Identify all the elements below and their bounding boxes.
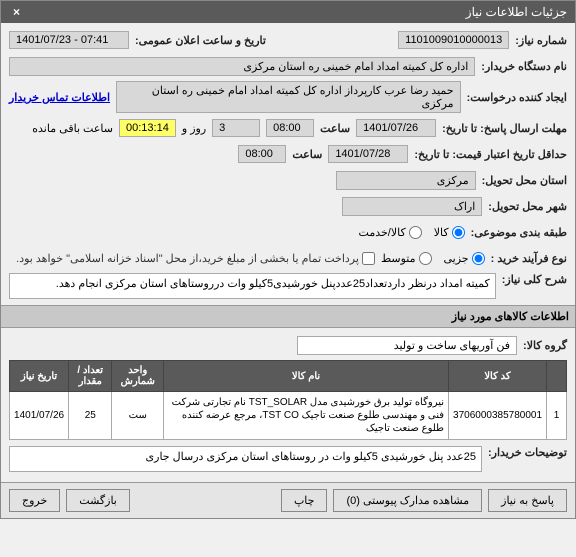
table-row[interactable]: 1 3706000385780001 نیروگاه تولید برق خور… xyxy=(10,392,567,440)
col-qty: تعداد / مقدار xyxy=(69,361,112,392)
goods-group-label: گروه کالا: xyxy=(523,339,567,352)
validity-label: حداقل تاریخ اعتبار قیمت: تا تاریخ: xyxy=(414,148,567,161)
province-value: مرکزی xyxy=(336,171,476,190)
deadline-time-label: ساعت xyxy=(320,122,350,135)
purchase-small-option[interactable]: جزیی xyxy=(444,252,485,265)
deadline-time: 08:00 xyxy=(266,119,314,137)
buyer-org-label: نام دستگاه خریدار: xyxy=(481,60,567,73)
col-code: کد کالا xyxy=(449,361,547,392)
footer-bar: پاسخ به نیاز مشاهده مدارک پیوستی (0) چاپ… xyxy=(1,482,575,518)
purchase-small-radio[interactable] xyxy=(472,252,485,265)
announce-datetime-label: تاریخ و ساعت اعلان عمومی: xyxy=(135,34,266,47)
deadline-date: 1401/07/26 xyxy=(356,119,436,137)
col-unit: واحد شمارش xyxy=(112,361,164,392)
countdown-timer: 00:13:14 xyxy=(119,119,176,137)
attachments-button[interactable]: مشاهده مدارک پیوستی (0) xyxy=(333,489,482,512)
city-value: اراک xyxy=(342,197,482,216)
creator-value: حمید رضا عرب کارپرداز اداره کل کمیته امد… xyxy=(116,81,461,113)
buyer-contact-link[interactable]: اطلاعات تماس خریدار xyxy=(9,91,110,104)
purchase-type-label: نوع فرآیند خرید : xyxy=(491,252,567,265)
need-number-value: 1101009010000013 xyxy=(398,31,509,49)
days-label: روز و xyxy=(182,122,206,135)
creator-label: ایجاد کننده درخواست: xyxy=(467,91,567,104)
col-name: نام کالا xyxy=(164,361,449,392)
province-label: استان محل تحویل: xyxy=(482,174,567,187)
col-date: تاریخ نیاز xyxy=(10,361,69,392)
category-goods-radio[interactable] xyxy=(452,226,465,239)
buyer-org-value: اداره کل کمیته امداد امام خمینی ره استان… xyxy=(9,57,475,76)
cell-name: نیروگاه تولید برق خورشیدی مدل TST_SOLAR … xyxy=(164,392,449,440)
print-button[interactable]: چاپ xyxy=(281,489,328,512)
buyer-note-label: توضیحات خریدار: xyxy=(488,446,567,459)
col-index xyxy=(547,361,567,392)
validity-time: 08:00 xyxy=(238,145,286,163)
treasury-option[interactable]: پرداخت تمام یا بخشی از مبلغ خرید،از محل … xyxy=(16,252,375,265)
reply-button[interactable]: پاسخ به نیاز xyxy=(488,489,567,512)
category-label: طبقه بندی موضوعی: xyxy=(471,226,567,239)
category-goods-option[interactable]: کالا xyxy=(434,226,465,239)
days-remaining: 3 xyxy=(212,119,260,137)
buyer-note-text: 25عدد پنل خورشیدی 5کیلو وات در روستاهای … xyxy=(9,446,482,472)
category-radio-group: کالا کالا/خدمت xyxy=(359,226,465,239)
cell-index: 1 xyxy=(547,392,567,440)
cell-qty: 25 xyxy=(69,392,112,440)
close-icon[interactable]: × xyxy=(9,5,24,19)
validity-date: 1401/07/28 xyxy=(328,145,408,163)
deadline-label: مهلت ارسال پاسخ: تا تاریخ: xyxy=(442,122,567,135)
treasury-check-group: پرداخت تمام یا بخشی از مبلغ خرید،از محل … xyxy=(16,252,375,265)
purchase-medium-radio[interactable] xyxy=(419,252,432,265)
cell-date: 1401/07/26 xyxy=(10,392,69,440)
remaining-label: ساعت باقی مانده xyxy=(32,122,113,135)
cell-unit: ست xyxy=(112,392,164,440)
purchase-radio-group: جزیی متوسط xyxy=(381,252,485,265)
city-label: شهر محل تحویل: xyxy=(488,200,567,213)
table-header-row: کد کالا نام کالا واحد شمارش تعداد / مقدا… xyxy=(10,361,567,392)
category-service-option[interactable]: کالا/خدمت xyxy=(359,226,422,239)
description-label: شرح کلی نیاز: xyxy=(502,273,567,286)
purchase-medium-option[interactable]: متوسط xyxy=(381,252,432,265)
goods-section-header: اطلاعات کالاهای مورد نیاز xyxy=(1,305,575,328)
exit-button[interactable]: خروج xyxy=(9,489,60,512)
announce-datetime-value: 1401/07/23 - 07:41 xyxy=(9,31,129,49)
validity-time-label: ساعت xyxy=(292,148,322,161)
goods-group-value: فن آوریهای ساخت و تولید xyxy=(297,336,517,355)
back-button[interactable]: بازگشت xyxy=(66,489,130,512)
goods-table: کد کالا نام کالا واحد شمارش تعداد / مقدا… xyxy=(9,360,567,440)
cell-code: 3706000385780001 xyxy=(449,392,547,440)
treasury-checkbox[interactable] xyxy=(362,252,375,265)
description-text: کمیته امداد درنظر داردتعداد25عددپنل خورش… xyxy=(9,273,496,299)
need-number-label: شماره نیاز: xyxy=(515,34,567,47)
window-title: جزئیات اطلاعات نیاز xyxy=(466,5,567,19)
category-service-radio[interactable] xyxy=(409,226,422,239)
title-bar: جزئیات اطلاعات نیاز × xyxy=(1,1,575,23)
